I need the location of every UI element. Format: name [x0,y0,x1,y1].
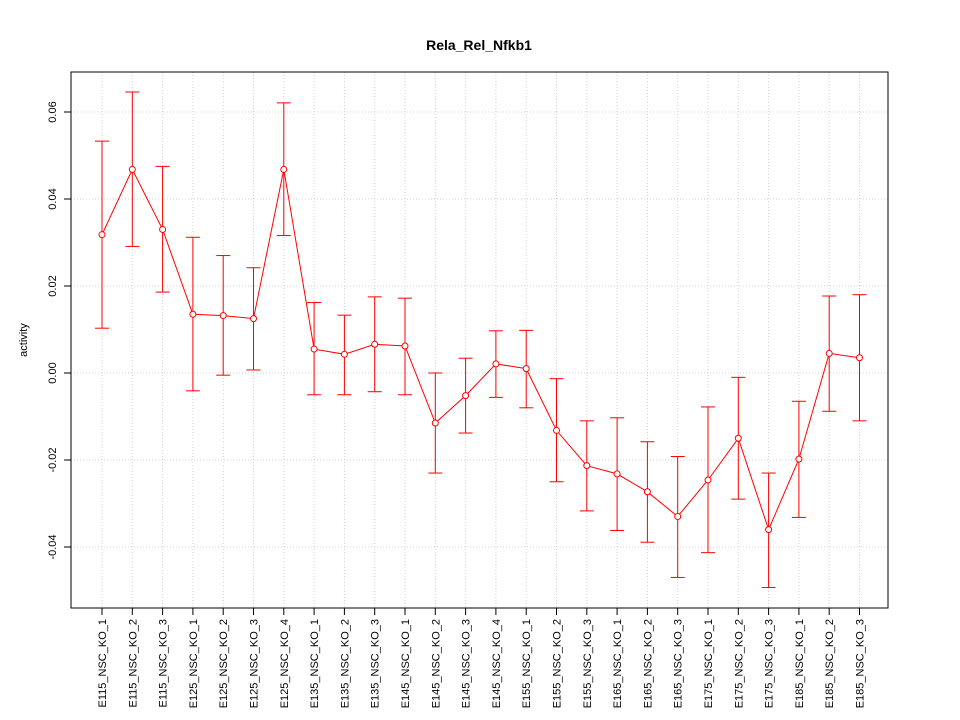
grid [71,72,888,608]
data-point [643,488,651,496]
data-point [795,455,803,463]
data-point [613,470,621,478]
data-point [280,165,288,173]
x-tick-label: E185_NSC_KO_3 [855,619,867,708]
data-point [825,349,833,357]
data-point [371,340,379,348]
data-point [401,342,409,350]
x-tick-label: E135_NSC_KO_3 [370,619,382,708]
y-tick-label: 0.02 [47,275,59,296]
x-tick-label: E165_NSC_KO_1 [612,619,624,708]
x-tick-label: E145_NSC_KO_1 [400,619,412,708]
x-tick-label: E135_NSC_KO_2 [339,619,351,708]
data-point [431,419,439,427]
x-tick-label: E145_NSC_KO_3 [461,619,473,708]
y-axis: -0.04 -0.02 0.00 0.02 0.04 0.06 [47,101,71,560]
data-point [583,462,591,470]
x-tick-label: E135_NSC_KO_1 [309,619,321,708]
data-point [250,315,257,323]
data-point [159,225,167,233]
plot-frame [70,71,889,609]
x-tick-label: E125_NSC_KO_1 [188,619,200,708]
data-point [553,426,560,434]
x-tick-label: E175_NSC_KO_3 [764,619,776,708]
x-tick-label: E115_NSC_KO_1 [97,619,109,707]
data-points [98,165,863,534]
x-tick-label: E175_NSC_KO_2 [733,619,745,708]
data-point [674,513,682,521]
y-axis-label: activity [18,323,30,357]
data-point [734,434,742,442]
data-point [856,354,863,362]
x-axis: E115_NSC_KO_1 E115_NSC_KO_2 E115_NSC_KO_3 E… [97,608,867,708]
y-tick-label: 0.00 [47,362,59,383]
data-point [704,476,712,484]
x-tick-label: E145_NSC_KO_2 [430,619,442,708]
x-tick-label: E185_NSC_KO_1 [794,619,806,708]
x-tick-label: E155_NSC_KO_2 [552,619,564,708]
data-point [522,365,530,373]
series-path [101,168,860,532]
x-tick-label: E165_NSC_KO_3 [673,619,685,708]
x-tick-label: E125_NSC_KO_4 [279,619,291,708]
x-tick-label: E115_NSC_KO_2 [127,619,139,707]
x-tick-label: E115_NSC_KO_3 [158,619,170,707]
y-tick-label: -0.02 [47,447,59,472]
chart-title: Rela_Rel_Nfkb1 [426,37,532,53]
x-tick-label: E125_NSC_KO_2 [218,619,230,708]
x-tick-label: E125_NSC_KO_3 [249,619,261,708]
error-bars [95,91,867,588]
series-line [101,168,860,532]
x-tick-label: E165_NSC_KO_2 [642,619,654,708]
data-point [492,360,500,368]
x-tick-label: E145_NSC_KO_4 [491,619,503,708]
data-point [189,310,197,318]
x-tick-label: E155_NSC_KO_3 [582,619,594,708]
data-point [310,345,318,353]
x-tick-label: E185_NSC_KO_2 [824,619,836,708]
y-tick-label: -0.04 [47,534,59,559]
y-tick-label: 0.04 [47,188,59,209]
data-point [128,165,136,173]
data-point [765,526,773,534]
x-tick-label: E155_NSC_KO_1 [521,619,533,708]
data-point [219,312,227,320]
data-point [462,392,470,400]
x-tick-label: E175_NSC_KO_1 [703,619,715,708]
data-point [98,231,106,239]
data-point [340,350,348,358]
y-tick-label: 0.06 [47,101,59,122]
